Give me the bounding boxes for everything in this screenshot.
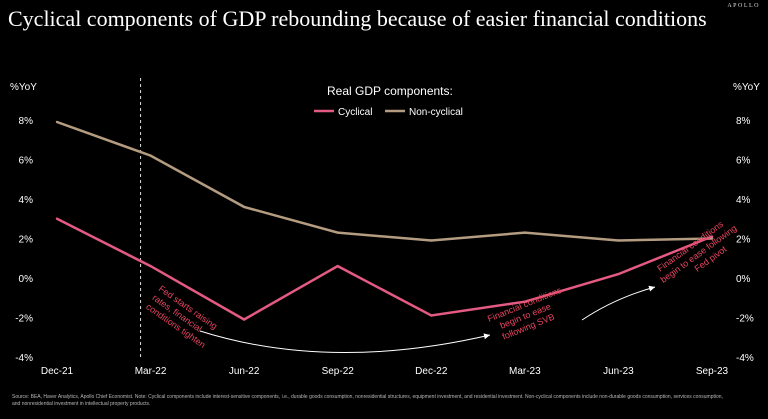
data-point-cyclical <box>242 318 246 321</box>
data-point-cyclical <box>710 235 714 238</box>
y-tick-label-right: 4% <box>736 195 751 206</box>
right-axis-label: %YoY <box>733 82 760 93</box>
left-axis: %YoY 8% 6% 4% 2% 0% -2% -4% <box>10 82 37 364</box>
legend: Real GDP components: Cyclical Non-cyclic… <box>314 84 463 118</box>
data-point-non-cyclical <box>55 120 59 124</box>
data-point-cyclical <box>430 314 433 317</box>
x-tick-label: Jun-23 <box>603 366 634 377</box>
source-footnote: Source: BEA, Haver Analytics, Apollo Chi… <box>12 394 723 407</box>
x-tick-label: Mar-22 <box>135 366 167 377</box>
data-point-non-cyclical <box>430 239 433 242</box>
x-tick-label: Sep-22 <box>322 366 355 377</box>
data-point-non-cyclical <box>242 205 246 209</box>
x-tick-label: Mar-23 <box>509 366 541 377</box>
y-tick-label-left: -4% <box>15 353 33 364</box>
series-line-cyclical <box>56 217 713 321</box>
y-tick-label-right: -2% <box>736 314 754 325</box>
data-point-non-cyclical <box>617 239 620 242</box>
annotation-arrow-svb-to-pivot <box>581 285 656 321</box>
y-tick-label-left: 4% <box>19 195 34 206</box>
data-point-cyclical <box>617 272 620 276</box>
series-line-non-cyclical <box>56 120 713 242</box>
x-tick-label: Sep-23 <box>696 366 729 377</box>
x-tick-label: Dec-21 <box>41 366 74 377</box>
y-tick-label-left: 2% <box>19 235 34 246</box>
data-point-cyclical <box>523 300 527 303</box>
data-point-non-cyclical <box>336 231 339 234</box>
y-tick-label-right: 8% <box>736 116 751 127</box>
y-tick-label-right: 2% <box>736 235 751 246</box>
y-tick-label-right: 6% <box>736 156 751 167</box>
data-point-non-cyclical <box>149 154 152 157</box>
data-point-non-cyclical <box>523 231 527 234</box>
legend-title: Real GDP components: <box>327 84 453 98</box>
annotation-svb: Financial conditions begin to ease follo… <box>486 285 563 342</box>
annotation-fed-raising: Fed starts raising rates, financial cond… <box>144 283 219 349</box>
right-axis: %YoY 8% 6% 4% 2% 0% -2% -4% <box>733 82 760 364</box>
data-point-non-cyclical <box>710 237 714 240</box>
y-tick-label-right: 0% <box>736 274 751 285</box>
data-point-cyclical <box>149 264 152 268</box>
data-point-cyclical <box>336 264 339 268</box>
x-tick-label: Jun-22 <box>229 366 260 377</box>
brand-logo: APOLLO <box>727 3 760 9</box>
y-tick-label-right: -4% <box>736 353 754 364</box>
x-tick-label: Dec-22 <box>415 366 448 377</box>
y-tick-label-left: 6% <box>19 156 34 167</box>
legend-label-non-cyclical: Non-cyclical <box>409 107 463 118</box>
annotation-arrow-fed-to-svb <box>199 330 491 353</box>
x-axis: Dec-21 Mar-22 Jun-22 Sep-22 Dec-22 Mar-23 Jun-… <box>41 366 729 377</box>
y-tick-label-left: -2% <box>15 314 33 325</box>
chart-title: Cyclical components of GDP rebounding be… <box>8 6 707 31</box>
y-tick-label-left: 8% <box>19 116 34 127</box>
legend-label-cyclical: Cyclical <box>338 107 372 118</box>
left-axis-label: %YoY <box>10 82 37 93</box>
data-point-cyclical <box>55 217 59 220</box>
y-tick-label-left: 0% <box>19 274 34 285</box>
